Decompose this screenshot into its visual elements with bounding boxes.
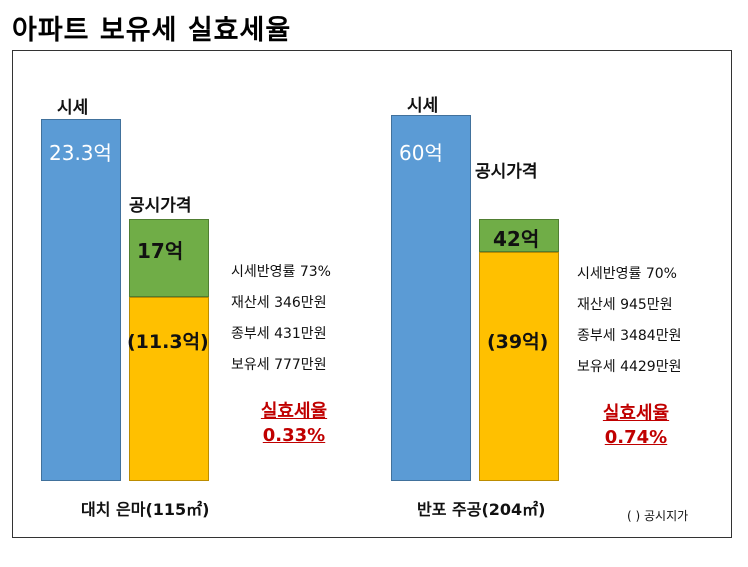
category-label-1: 대치 은마(115㎡) — [81, 500, 210, 519]
land-value-2: (39억) — [487, 331, 549, 353]
market-label-1: 시세 — [57, 98, 89, 118]
official-top-bar-1 — [129, 219, 209, 297]
info-line-2-4: 보유세 4429만원 — [577, 359, 682, 375]
info-line-1-1: 시세반영률 73% — [231, 264, 331, 280]
info-line-1-4: 보유세 777만원 — [231, 357, 327, 373]
info-line-2-3: 종부세 3484만원 — [577, 328, 682, 344]
effective-value-2: 0.74% — [604, 427, 668, 448]
category-label-2: 반포 주공(204㎡) — [417, 500, 546, 519]
land-value-1: (11.3억) — [127, 331, 209, 353]
official-top-bar-2 — [479, 219, 559, 252]
market-label-2: 시세 — [407, 96, 439, 116]
footnote: ( ) 공시지가 — [627, 509, 689, 523]
market-bar-2 — [391, 115, 471, 481]
info-line-2-2: 재산세 945만원 — [577, 297, 673, 313]
effective-value-1: 0.33% — [262, 425, 326, 446]
effective-label-2: 실효세율 — [602, 403, 670, 424]
official-value-2: 42억 — [493, 227, 540, 251]
info-line-1-2: 재산세 346만원 — [231, 295, 327, 311]
effective-label-1: 실효세율 — [260, 401, 328, 422]
market-value-2: 60억 — [399, 141, 443, 165]
info-line-2-1: 시세반영률 70% — [577, 266, 677, 282]
official-value-1: 17억 — [137, 239, 184, 263]
land-bar-2 — [479, 252, 559, 481]
market-bar-1 — [41, 119, 121, 481]
market-value-1: 23.3억 — [49, 141, 112, 165]
chart-title: 아파트 보유세 실효세율 — [12, 15, 292, 46]
info-line-1-3: 종부세 431만원 — [231, 326, 327, 342]
chart-frame: 시세 23.3억 공시가격 17억 (11.3억) 시세반영률 73% 재산세 … — [12, 50, 732, 538]
land-bar-1 — [129, 297, 209, 481]
official-label-1: 공시가격 — [129, 196, 192, 216]
official-label-2: 공시가격 — [475, 162, 538, 182]
